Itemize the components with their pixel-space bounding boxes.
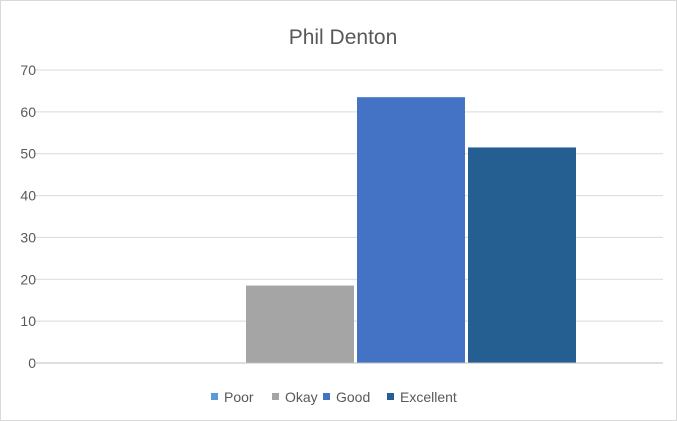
legend-label: Excellent [400, 389, 457, 405]
legend-swatch [323, 393, 330, 400]
y-tick-label: 20 [20, 271, 36, 287]
y-tick-label: 10 [20, 313, 36, 329]
y-tick-label: 70 [20, 62, 36, 78]
legend-label: Okay [285, 389, 318, 405]
y-tick-label: 0 [28, 355, 36, 371]
bar-okay [246, 285, 354, 363]
y-tick-label: 30 [20, 229, 36, 245]
chart-title: Phil Denton [289, 26, 398, 49]
y-tick-label: 50 [20, 146, 36, 162]
y-tick-label: 60 [20, 104, 36, 120]
legend-label: Poor [224, 389, 254, 405]
legend: Poor Okay Good Excellent [211, 389, 457, 405]
bar-excellent [468, 147, 576, 363]
bar-good [357, 97, 465, 363]
legend-swatch [272, 393, 279, 400]
y-tick-label: 40 [20, 188, 36, 204]
legend-label: Good [336, 389, 370, 405]
legend-swatch [387, 393, 394, 400]
legend-swatch [211, 393, 218, 400]
y-axis-ticks: 0 10 20 30 40 50 60 70 [20, 62, 36, 371]
bars [246, 97, 576, 363]
